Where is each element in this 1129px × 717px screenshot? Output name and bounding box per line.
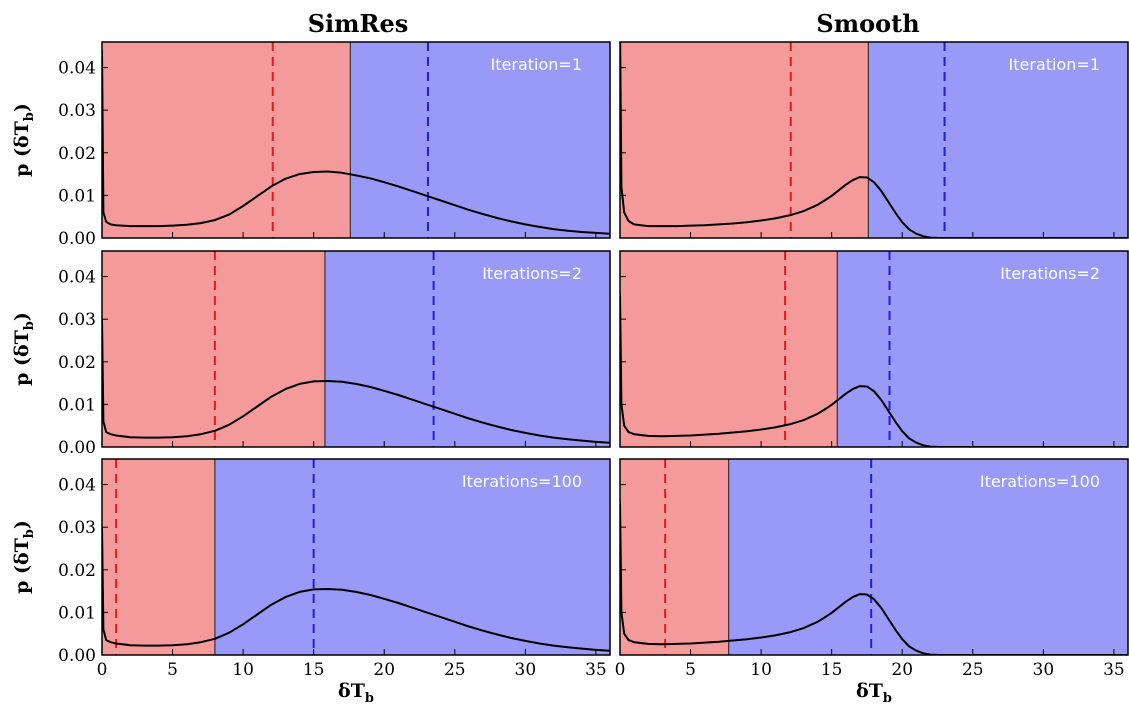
panel-simres-3-annotation: Iterations=100 [462, 472, 582, 491]
panel-simres-3-xtick-label: 0 [97, 660, 108, 680]
panel-simres-1-annotation: Iteration=1 [491, 55, 582, 74]
panel-smooth-3-xtick-label: 25 [962, 660, 984, 680]
panel-simres-1: Iteration=1 0.00 0.01 0.02 0.03 0.04 p (δTb) [11, 41, 611, 249]
panel-smooth-1-annotation: Iteration=1 [1009, 55, 1100, 74]
panel-simres-2-ytick-label: 0.02 [58, 353, 96, 373]
panel-simres-2-frame [101, 250, 611, 448]
panel-simres-3-ytick-label: 0.00 [58, 646, 96, 666]
column-title-smooth: Smooth [816, 9, 919, 38]
panel-smooth-3-xtick-label: 10 [750, 660, 772, 680]
panel-smooth-1-red-region [620, 42, 869, 238]
panel-simres-1-frame [101, 41, 611, 239]
panel-simres-2-ylabel: p (δTb) [11, 312, 37, 386]
panel-smooth-3-blue-region [728, 459, 1128, 655]
panel-simres-3-xtick-label: 30 [515, 660, 537, 680]
panel-smooth-2-red-region [620, 251, 838, 447]
panel-simres-2-ytick-label: 0.00 [58, 438, 96, 458]
panel-simres-3: Iterations=100 0.00 0.01 0.02 0.03 0.04 p (δTb… [11, 458, 611, 706]
panel-simres-3-blue-region [214, 459, 610, 655]
panel-simres-3-ytick-label: 0.01 [58, 603, 96, 623]
panel-simres-3-xtick-label: 35 [585, 660, 607, 680]
panel-smooth-1: Iteration=1 [619, 41, 1129, 239]
panel-simres-3-xtick-label: 15 [303, 660, 325, 680]
panel-smooth-3-pdf-curve [620, 501, 1128, 655]
panel-simres-1-pdf-curve [102, 50, 610, 235]
column-title-simres: SimRes [308, 9, 409, 38]
panel-smooth-3-annotation: Iterations=100 [980, 472, 1100, 491]
panel-simres-3-frame [101, 458, 611, 656]
panel-simres-3-xtick-label: 20 [373, 660, 395, 680]
panel-smooth-2-frame [619, 250, 1129, 448]
panel-simres-3-xtick-label: 25 [444, 660, 466, 680]
panel-grid: Iteration=10.000.010.020.030.04p (δTb)It… [11, 41, 1129, 706]
panel-simres-2-ytick-label: 0.03 [58, 310, 96, 330]
panel-simres-2-ytick-label: 0.01 [58, 395, 96, 415]
panel-simres-3-red-region [102, 459, 215, 655]
panel-simres-2-red-region [102, 251, 325, 447]
panel-simres-1-ytick-label: 0.03 [58, 101, 96, 121]
panel-smooth-3-xtick-label: 15 [821, 660, 843, 680]
panel-simres-2-ytick-label: 0.04 [58, 268, 96, 288]
panel-simres-1-ytick-label: 0.00 [58, 229, 96, 249]
panel-simres-2-blue-region [324, 251, 610, 447]
panel-smooth-3-frame [619, 458, 1129, 656]
panel-smooth-3-xtick-label: 0 [615, 660, 626, 680]
panel-smooth-3-red-region [620, 459, 729, 655]
panel-smooth-3-xtick-label: 20 [891, 660, 913, 680]
panel-simres-1-ylabel: p (δTb) [11, 103, 37, 177]
panel-simres-3-ylabel: p (δTb) [11, 520, 37, 594]
panel-smooth-2-blue-region [837, 251, 1128, 447]
panel-smooth-1-frame [619, 41, 1129, 239]
panel-simres-3-ytick-label: 0.04 [58, 476, 96, 496]
panel-simres-1-blue-region [350, 42, 610, 238]
panel-simres-3-ytick-label: 0.02 [58, 561, 96, 581]
panel-simres-3-ytick-label: 0.03 [58, 518, 96, 538]
panel-simres-3-xtick-label: 5 [167, 660, 178, 680]
panel-simres-1-red-region [102, 42, 351, 238]
panel-simres-3-pdf-curve [102, 527, 610, 652]
panel-smooth-3-xtick-label: 5 [685, 660, 696, 680]
panel-simres-1-ytick-label: 0.04 [58, 59, 96, 79]
panel-simres-2-annotation: Iterations=2 [482, 264, 582, 283]
panel-simres-3-xlabel: δTb [338, 680, 374, 706]
panel-smooth-1-blue-region [868, 42, 1128, 238]
panel-simres-1-ytick-label: 0.01 [58, 186, 96, 206]
panel-smooth-2-pdf-curve [620, 293, 1128, 447]
panel-simres-2-pdf-curve [102, 319, 610, 444]
panel-simres-1-ytick-label: 0.02 [58, 144, 96, 164]
panel-smooth-2-annotation: Iterations=2 [1000, 264, 1100, 283]
panel-simres-3-xtick-label: 10 [232, 660, 254, 680]
panel-smooth-3-xtick-label: 30 [1033, 660, 1055, 680]
panel-smooth-3-xtick-label: 35 [1103, 660, 1125, 680]
panel-smooth-2: Iterations=2 [619, 250, 1129, 448]
panel-smooth-3-xlabel: δTb [856, 680, 892, 706]
panel-smooth-1-pdf-curve [620, 42, 1128, 238]
panel-simres-2: Iterations=2 0.00 0.01 0.02 0.03 0.04 p (δTb) [11, 250, 611, 458]
panel-smooth-3: Iterations=100 0 5 10 15 20 25 30 35 δTb [615, 458, 1129, 706]
